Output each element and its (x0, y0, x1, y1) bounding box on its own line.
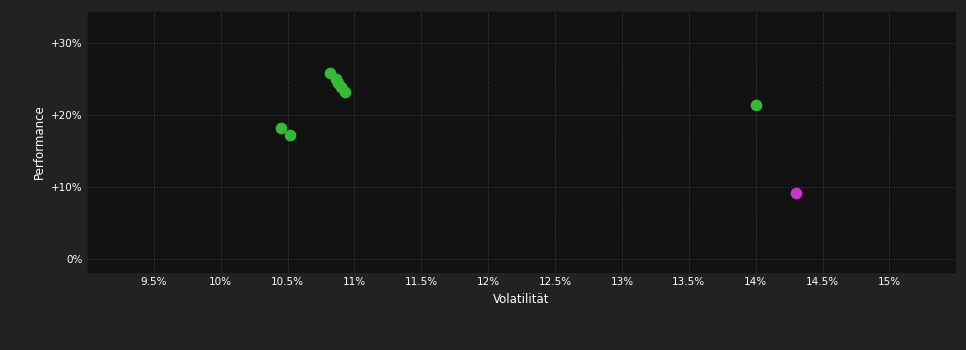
Y-axis label: Performance: Performance (33, 104, 45, 179)
Point (748, 103, 763, 108)
Point (273, 125, 289, 131)
Point (323, 70, 338, 76)
Point (282, 132, 298, 138)
Point (328, 76, 344, 82)
Point (337, 89, 353, 95)
Point (333, 85, 349, 90)
Point (788, 190, 804, 196)
X-axis label: Volatilität: Volatilität (494, 293, 550, 306)
Point (330, 80, 346, 86)
